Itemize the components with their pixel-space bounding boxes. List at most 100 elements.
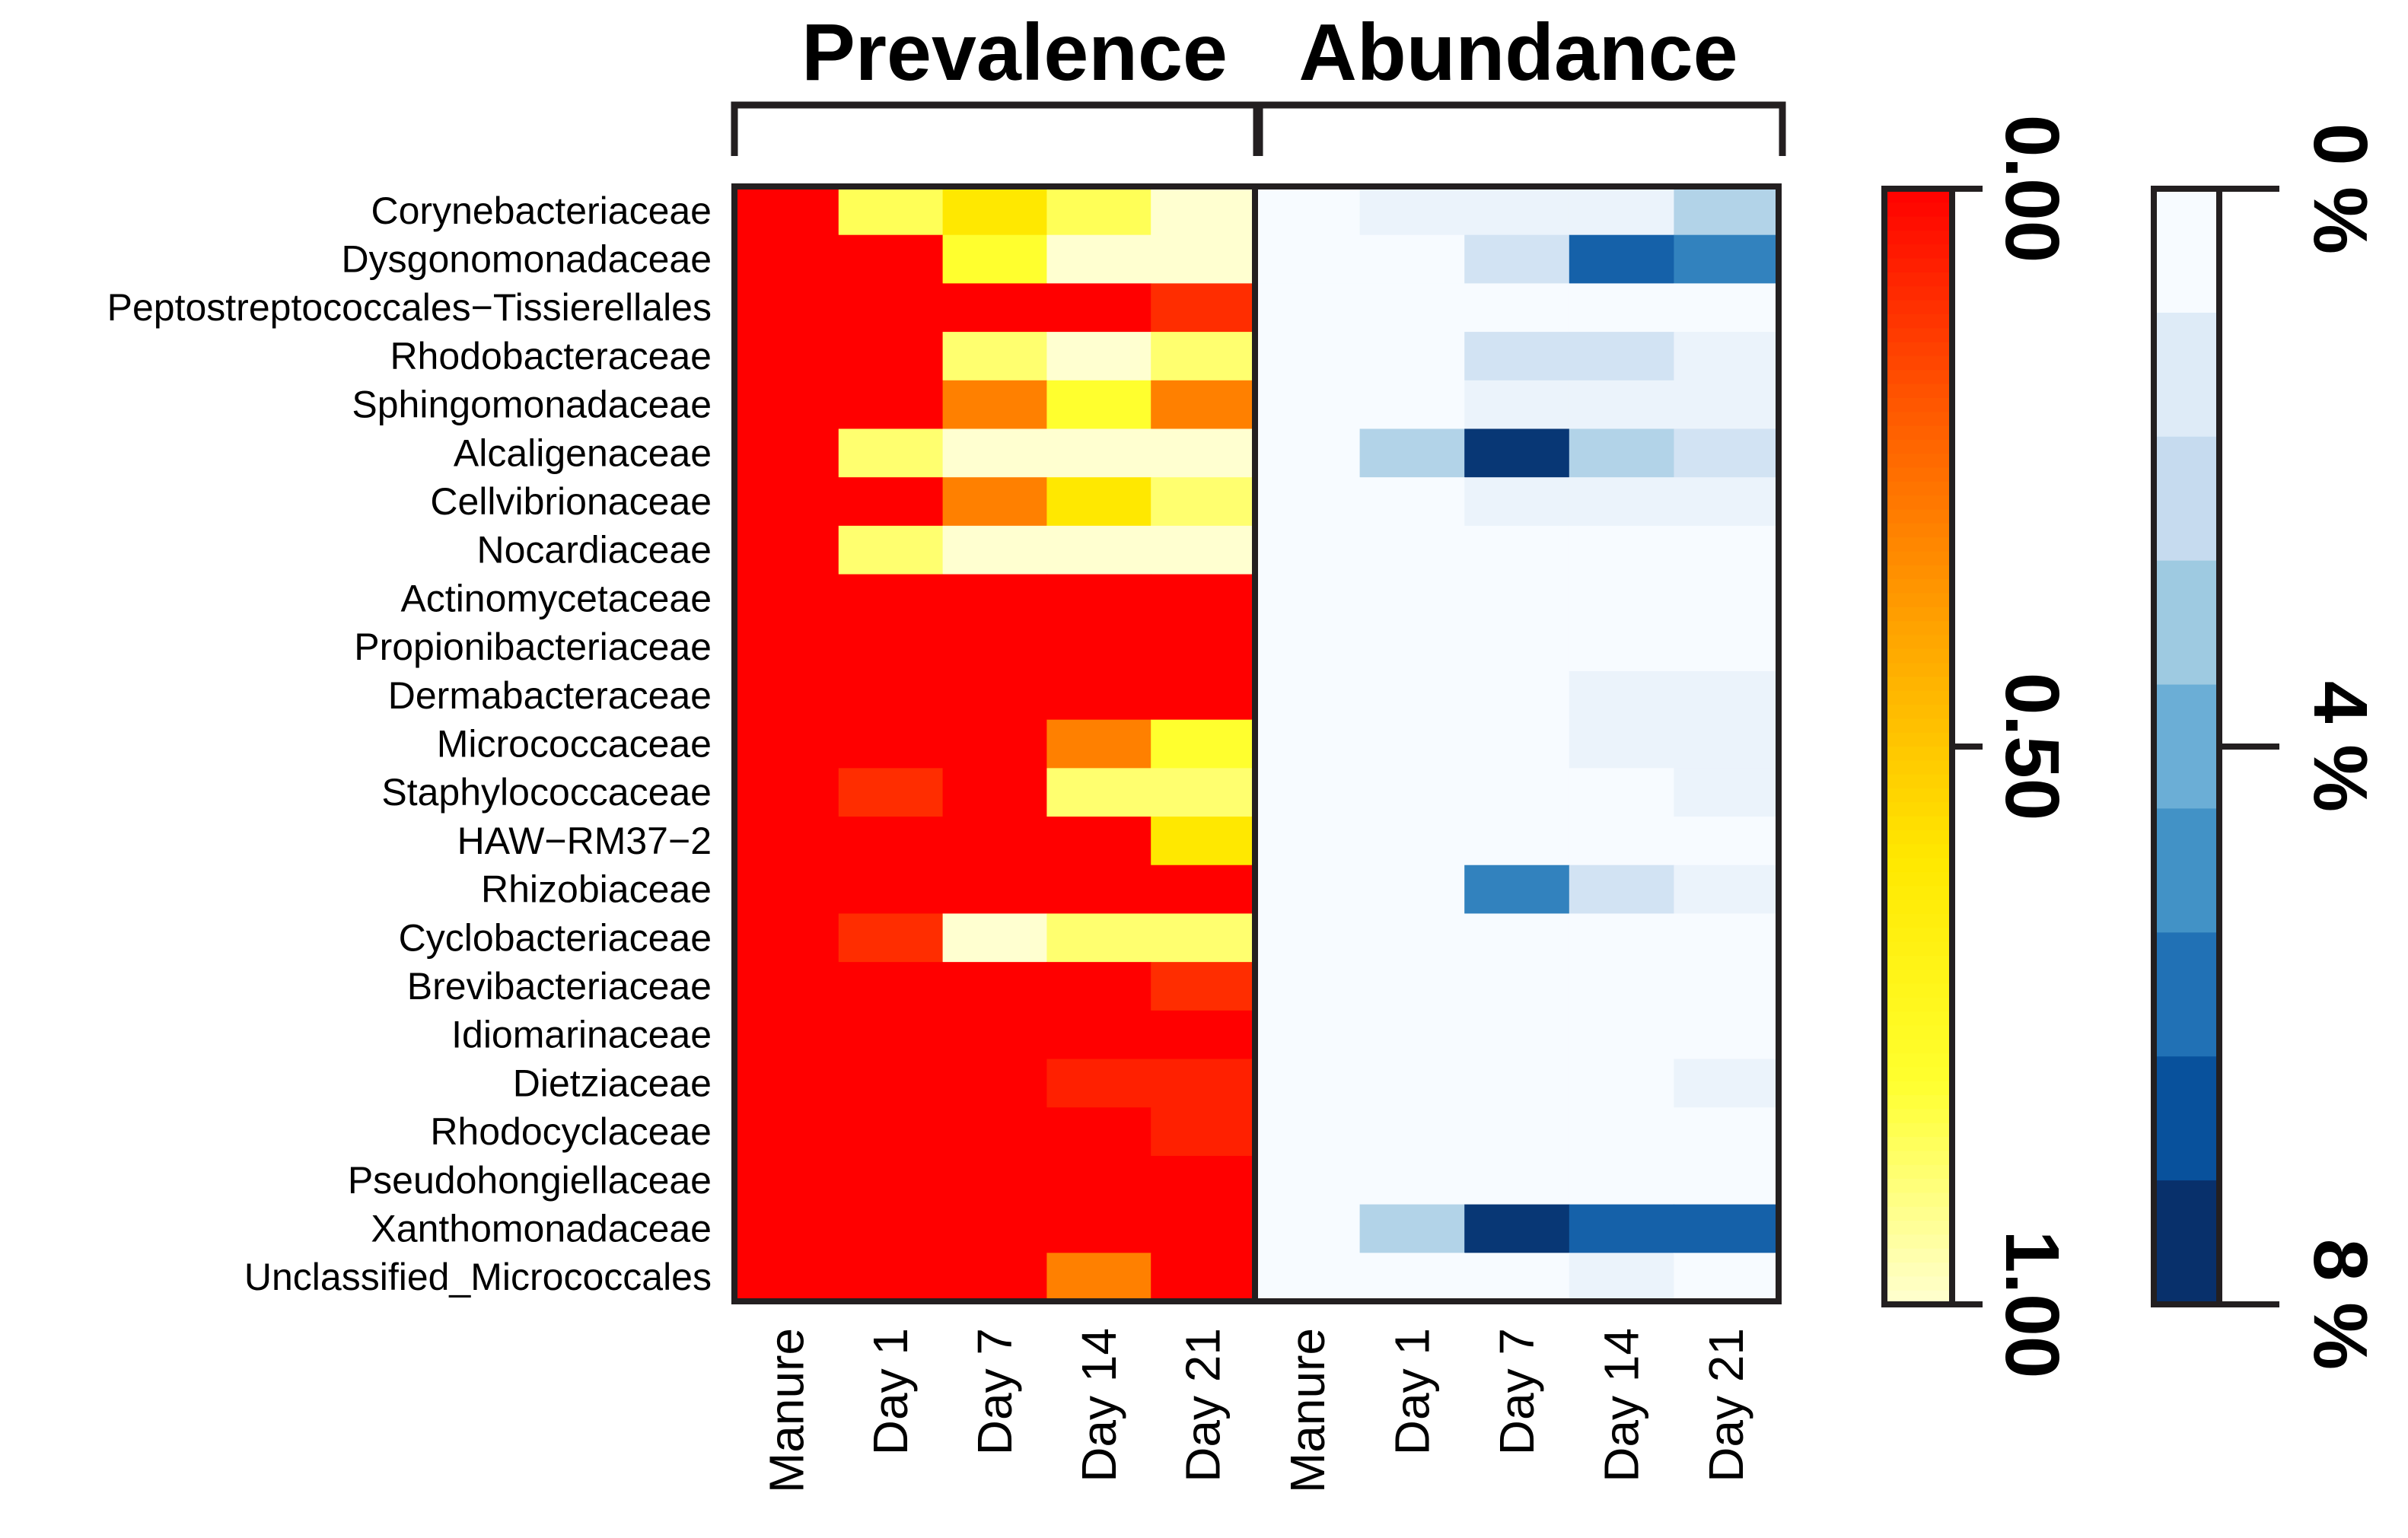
- abundance-cell: [1569, 380, 1674, 430]
- prevalence-cell: [1046, 962, 1151, 1011]
- abundance-cell: [1464, 1010, 1570, 1060]
- prevalence-cell: [734, 1107, 839, 1157]
- abundance-cell: [1569, 768, 1674, 817]
- prevalence-cell: [1151, 283, 1256, 333]
- prevalence-cell: [1046, 623, 1151, 672]
- prevalence-cell: [838, 817, 944, 866]
- prevalence-cell: [942, 574, 1047, 623]
- abundance-cell: [1359, 428, 1465, 478]
- abundance-cell: [1359, 768, 1465, 817]
- column-labels: Manure Day 1 Day 7 Day 14 Day 21 Manure Day 1 D…: [759, 1328, 1753, 1493]
- prevalence-cell: [1046, 380, 1151, 430]
- prevalence-cell: [942, 186, 1047, 236]
- row-labels: Corynebacteriaceae Dysgonomonadaceae Pepto…: [107, 189, 712, 1298]
- row-label: Corynebacteriaceae: [371, 189, 712, 232]
- abundance-cell: [1464, 186, 1570, 236]
- abundance-cell: [1255, 1010, 1361, 1060]
- prevalence-cell: [1151, 1155, 1256, 1205]
- prevalence-colorbar-step: [1884, 202, 1952, 218]
- prevalence-colorbar-step: [1884, 760, 1952, 775]
- prevalence-colorbar-step: [1884, 1109, 1952, 1124]
- abundance-cell: [1255, 332, 1361, 381]
- prevalence-colorbar-step: [1884, 1081, 1952, 1096]
- prevalence-colorbar-tick-label: 0.00: [1989, 115, 2075, 263]
- prevalence-cell: [734, 962, 839, 1011]
- prevalence-cell: [734, 623, 839, 672]
- abundance-colorbar-tick-label: 8 %: [2298, 1239, 2383, 1370]
- prevalence-cell: [1151, 574, 1256, 623]
- prevalence-cell: [1046, 1010, 1151, 1060]
- prevalence-cell: [838, 477, 944, 527]
- prevalence-colorbar-step: [1884, 481, 1952, 496]
- abundance-cell: [1359, 1155, 1465, 1205]
- prevalence-cell: [1046, 525, 1151, 575]
- prevalence-colorbar-step: [1884, 454, 1952, 469]
- prevalence-cell: [838, 332, 944, 381]
- row-label: Dysgonomonadaceae: [342, 238, 712, 281]
- prevalence-cell: [1151, 1107, 1256, 1157]
- prevalence-colorbar-step: [1884, 1179, 1952, 1194]
- prevalence-colorbar-step: [1884, 858, 1952, 873]
- prevalence-cell: [1151, 186, 1256, 236]
- abundance-cell: [1255, 283, 1361, 333]
- prevalence-colorbar-step: [1884, 384, 1952, 399]
- prevalence-colorbar-step: [1884, 970, 1952, 985]
- prevalence-cell: [1151, 525, 1256, 575]
- prevalence-colorbar-step: [1884, 1053, 1952, 1068]
- prevalence-colorbar-step: [1884, 412, 1952, 427]
- prevalence-cell: [734, 234, 839, 284]
- prevalence-cell: [1046, 719, 1151, 769]
- abundance-cell: [1359, 186, 1465, 236]
- prevalence-cell: [838, 1107, 944, 1157]
- prevalence-cell: [838, 865, 944, 915]
- abundance-colorbar-bin: [2154, 312, 2219, 438]
- prevalence-colorbar-step: [1884, 1164, 1952, 1180]
- abundance-colorbar-bin: [2154, 436, 2219, 562]
- prevalence-colorbar-step: [1884, 495, 1952, 511]
- abundance-cell: [1359, 574, 1465, 623]
- prevalence-column-label: Day 21: [1176, 1328, 1231, 1482]
- abundance-cell: [1674, 525, 1779, 575]
- abundance-cell: [1359, 1010, 1465, 1060]
- prevalence-colorbar-step: [1884, 677, 1952, 692]
- abundance-cell: [1359, 1253, 1465, 1302]
- prevalence-colorbar: 0.00 0.50 1.00: [1881, 115, 2075, 1378]
- prevalence-cell: [1151, 913, 1256, 963]
- prevalence-colorbar-step: [1884, 621, 1952, 636]
- abundance-cell: [1674, 913, 1779, 963]
- abundance-cell: [1359, 865, 1465, 915]
- prevalence-cell: [734, 380, 839, 430]
- abundance-cell: [1674, 865, 1779, 915]
- abundance-cell: [1359, 670, 1465, 721]
- prevalence-colorbar-step: [1884, 342, 1952, 357]
- abundance-cell: [1569, 1107, 1674, 1157]
- prevalence-colorbar-step: [1884, 258, 1952, 273]
- abundance-cell: [1569, 1059, 1674, 1108]
- abundance-cell: [1255, 1107, 1361, 1157]
- prevalence-colorbar-step: [1884, 732, 1952, 747]
- abundance-cell: [1464, 670, 1570, 721]
- abundance-cell: [1359, 380, 1465, 430]
- abundance-colorbar-bin: [2154, 1056, 2219, 1181]
- row-label: HAW−RM37−2: [457, 820, 712, 862]
- abundance-cell: [1359, 719, 1465, 769]
- prevalence-cell: [942, 234, 1047, 284]
- prevalence-colorbar-step: [1884, 1039, 1952, 1054]
- prevalence-cell: [838, 380, 944, 430]
- abundance-cell: [1464, 962, 1570, 1011]
- prevalence-colorbar-step: [1884, 1206, 1952, 1221]
- prevalence-cell: [838, 913, 944, 963]
- prevalence-colorbar-step: [1884, 1095, 1952, 1110]
- prevalence-colorbar-step: [1884, 370, 1952, 385]
- prevalence-cell: [1151, 1204, 1256, 1253]
- abundance-column-label: Day 1: [1384, 1328, 1439, 1455]
- abundance-cell: [1569, 817, 1674, 866]
- abundance-cell: [1569, 670, 1674, 721]
- prevalence-cell: [942, 817, 1047, 866]
- prevalence-cell: [942, 283, 1047, 333]
- abundance-cell: [1359, 283, 1465, 333]
- prevalence-cell: [838, 234, 944, 284]
- prevalence-colorbar-step: [1884, 648, 1952, 664]
- prevalence-colorbar-step: [1884, 816, 1952, 831]
- abundance-cell: [1255, 913, 1361, 963]
